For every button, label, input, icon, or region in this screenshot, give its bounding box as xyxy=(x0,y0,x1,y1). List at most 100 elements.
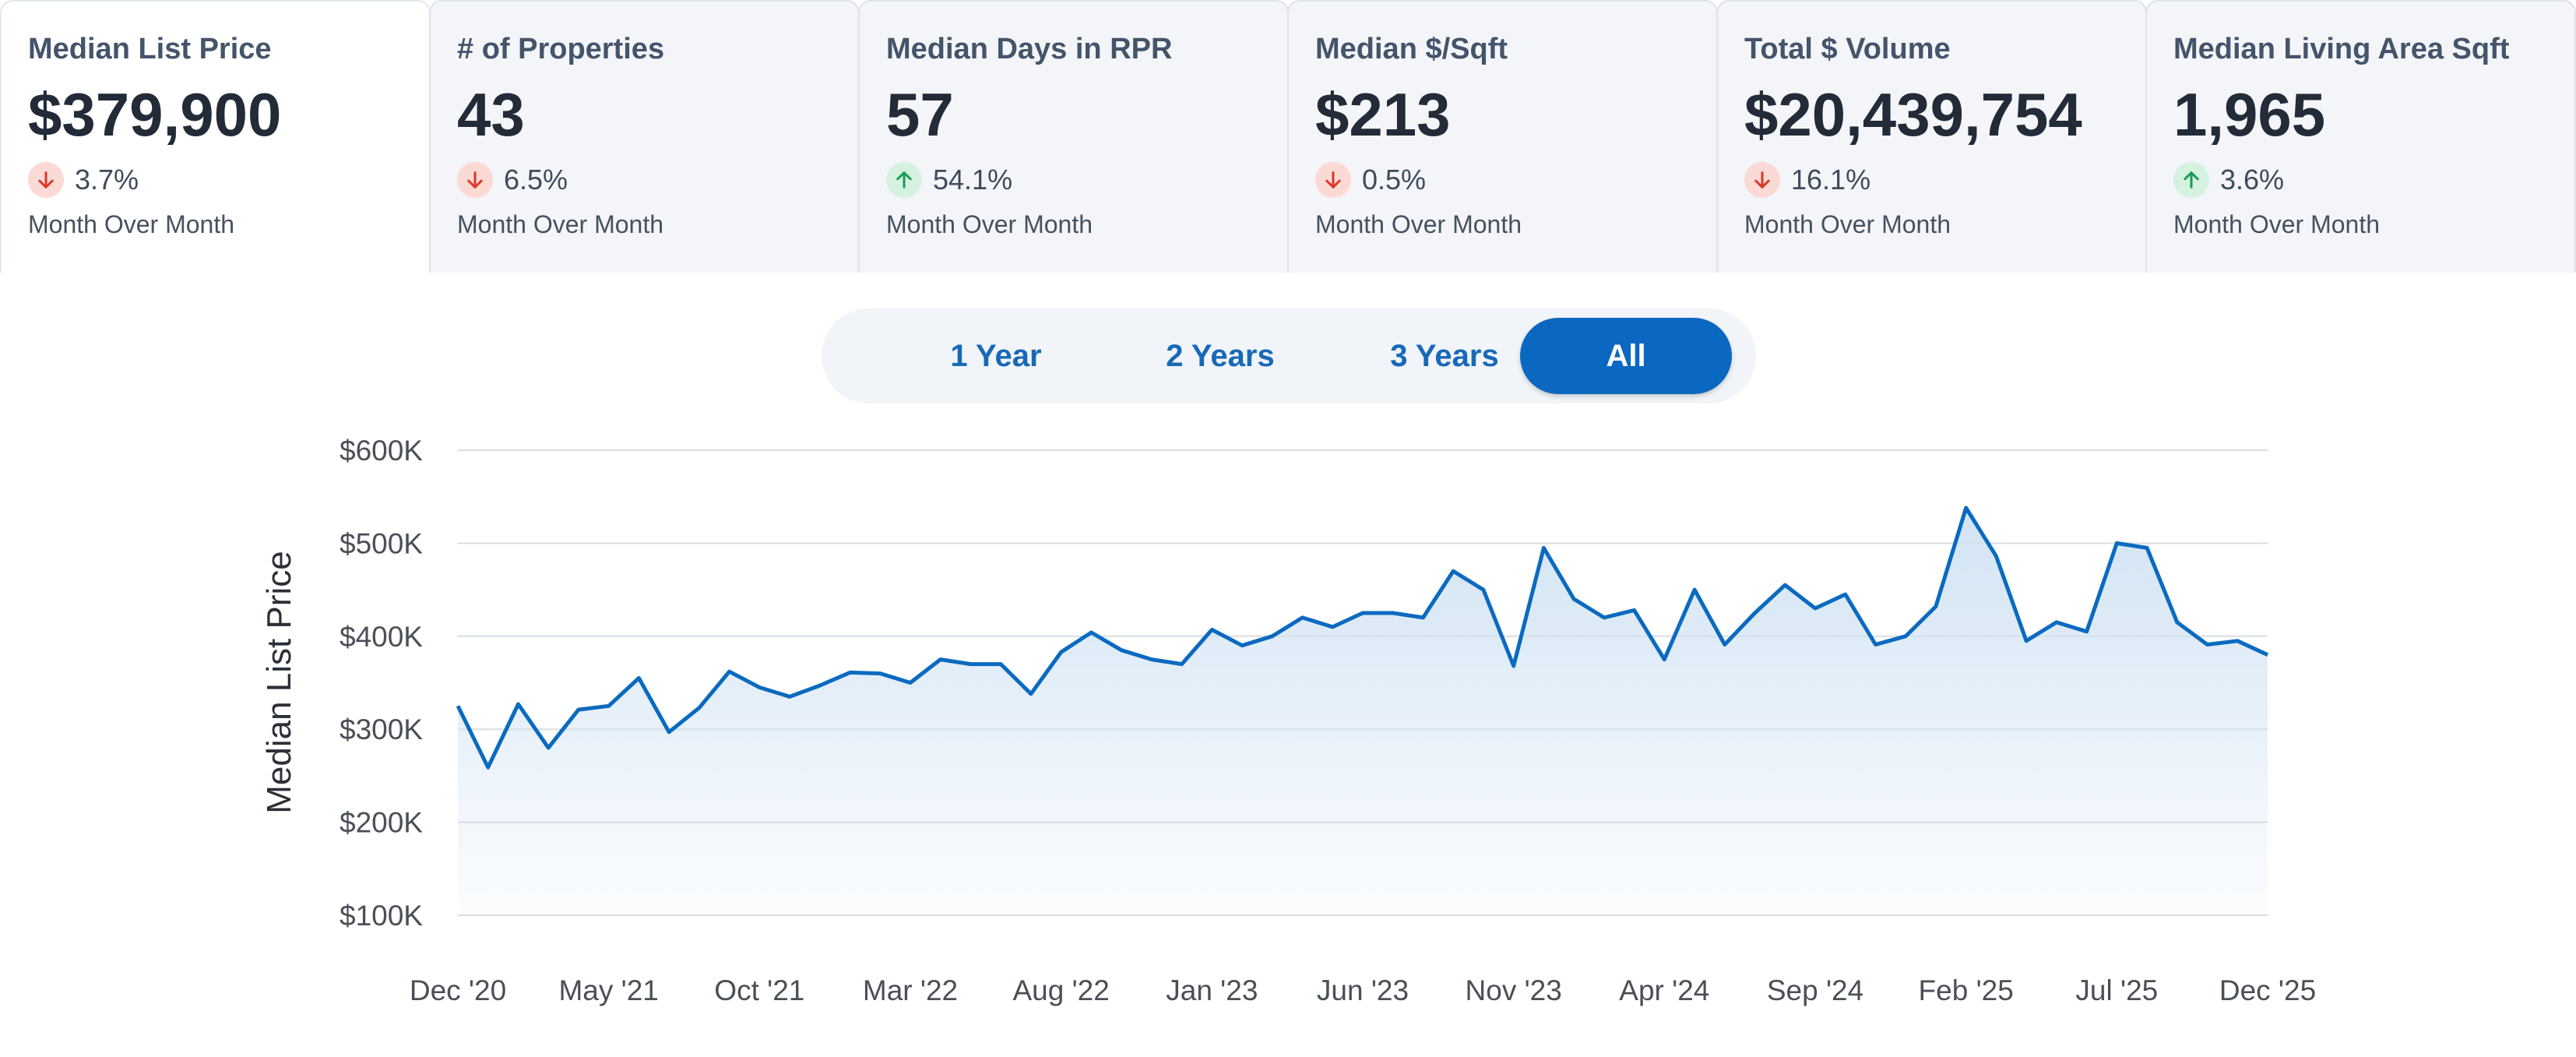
change-indicator: 3.6% xyxy=(2173,160,2574,199)
data-point xyxy=(1754,611,1756,614)
change-percent: 6.5% xyxy=(504,164,568,196)
data-point xyxy=(2116,542,2118,544)
data-point xyxy=(1452,570,1455,573)
card-period: Month Over Month xyxy=(457,210,663,238)
card-title: Median List Price xyxy=(28,33,272,65)
change-percent: 54.1% xyxy=(933,164,1013,196)
range-2-years-button[interactable]: 2 Years xyxy=(1166,339,1275,373)
arrow-up-icon xyxy=(886,162,922,198)
tab-median-days-in-rpr[interactable]: Median Days in RPR 57 54.1% Month Over M… xyxy=(858,0,1289,273)
data-point xyxy=(668,731,670,733)
data-point xyxy=(2206,643,2208,646)
card-value: 43 xyxy=(457,80,525,149)
data-point xyxy=(2176,621,2178,623)
arrow-down-icon xyxy=(1315,162,1351,198)
data-point xyxy=(1000,663,1002,665)
data-point xyxy=(1995,555,1997,558)
data-point xyxy=(789,696,791,698)
x-tick-label: Jul '25 xyxy=(2075,974,2158,1006)
card-period: Month Over Month xyxy=(28,210,234,238)
x-tick-label: Mar '22 xyxy=(863,974,958,1006)
data-point xyxy=(1633,609,1635,611)
data-point xyxy=(970,663,972,665)
arrow-down-icon xyxy=(1744,162,1780,198)
change-indicator: 54.1% xyxy=(886,160,1287,199)
card-value: $379,900 xyxy=(28,80,282,149)
tab-median-price-per-sqft[interactable]: Median $/Sqft $213 0.5% Month Over Month xyxy=(1287,0,1718,273)
data-point xyxy=(577,709,579,711)
data-point xyxy=(1512,665,1515,668)
data-point xyxy=(728,671,730,673)
data-point xyxy=(1784,584,1786,587)
arrow-down-icon xyxy=(28,162,64,198)
series-line xyxy=(456,506,2269,770)
data-point xyxy=(818,685,821,687)
change-indicator: 3.7% xyxy=(28,160,429,199)
data-point xyxy=(1211,629,1213,631)
card-period: Month Over Month xyxy=(1744,210,1951,238)
tab-median-living-area-sqft[interactable]: Median Living Area Sqft 1,965 3.6% Month… xyxy=(2145,0,2576,273)
card-value: $213 xyxy=(1315,80,1451,149)
tab-number-of-properties[interactable]: # of Properties 43 6.5% Month Over Month xyxy=(429,0,860,273)
data-point xyxy=(1301,616,1304,618)
data-point xyxy=(2267,654,2269,656)
x-tick-label: Apr '24 xyxy=(1619,974,1709,1006)
x-tick-label: Jan '23 xyxy=(1166,974,1258,1006)
x-tick-label: Dec '20 xyxy=(410,974,506,1006)
data-point xyxy=(1603,616,1605,618)
data-point xyxy=(1090,632,1093,634)
metric-tabs: Median List Price $379,900 3.7% Month Ov… xyxy=(0,0,2576,273)
y-tick-label: $400K xyxy=(340,621,423,653)
arrow-down-icon xyxy=(457,162,493,198)
time-range-selector: 1 Year 2 Years 3 Years All xyxy=(822,308,1756,403)
change-indicator: 6.5% xyxy=(457,160,858,199)
range-all-button[interactable]: All xyxy=(1520,318,1732,394)
arrow-up-icon xyxy=(2173,162,2209,198)
data-point xyxy=(547,747,550,749)
card-period: Month Over Month xyxy=(886,210,1093,238)
data-point xyxy=(698,706,700,709)
y-axis-title: Median List Price xyxy=(260,551,298,813)
y-tick-label: $200K xyxy=(340,807,423,839)
data-point xyxy=(1181,663,1183,665)
data-point xyxy=(457,705,459,707)
change-indicator: 16.1% xyxy=(1744,160,2145,199)
data-point xyxy=(1362,611,1364,614)
data-point xyxy=(1723,643,1726,646)
card-value: $20,439,754 xyxy=(1744,80,2082,149)
y-tick-label: $500K xyxy=(340,527,423,559)
x-tick-label: Dec '25 xyxy=(2219,974,2316,1006)
data-point xyxy=(487,766,489,769)
data-point xyxy=(1905,635,1907,637)
data-point xyxy=(1482,589,1484,591)
data-point xyxy=(849,671,851,674)
card-title: # of Properties xyxy=(457,33,665,65)
x-tick-label: Aug '22 xyxy=(1012,974,1109,1006)
card-title: Median $/Sqft xyxy=(1315,33,1508,65)
change-percent: 3.6% xyxy=(2220,164,2285,196)
data-point xyxy=(2236,639,2239,642)
data-point xyxy=(910,682,912,684)
tab-median-list-price[interactable]: Median List Price $379,900 3.7% Month Ov… xyxy=(0,0,431,273)
x-tick-label: Nov '23 xyxy=(1466,974,1562,1006)
data-point xyxy=(1694,589,1696,591)
card-period: Month Over Month xyxy=(2173,210,2380,238)
data-point xyxy=(1874,643,1877,646)
data-point xyxy=(1271,635,1273,637)
range-1-year-button[interactable]: 1 Year xyxy=(950,339,1042,373)
area-fill xyxy=(458,508,2268,915)
data-point xyxy=(2085,630,2088,632)
card-value: 1,965 xyxy=(2173,80,2326,149)
card-title: Median Days in RPR xyxy=(886,33,1173,65)
data-point xyxy=(1241,644,1244,647)
x-tick-label: Feb '25 xyxy=(1919,974,2014,1006)
data-point xyxy=(1814,607,1817,609)
x-tick-label: Jun '23 xyxy=(1317,974,1409,1006)
range-3-years-button[interactable]: 3 Years xyxy=(1390,339,1499,373)
card-title: Total $ Volume xyxy=(1744,33,1951,65)
data-point xyxy=(1543,547,1545,549)
data-point xyxy=(1573,598,1575,601)
tab-total-volume[interactable]: Total $ Volume $20,439,754 16.1% Month O… xyxy=(1716,0,2147,273)
data-point xyxy=(879,672,882,675)
